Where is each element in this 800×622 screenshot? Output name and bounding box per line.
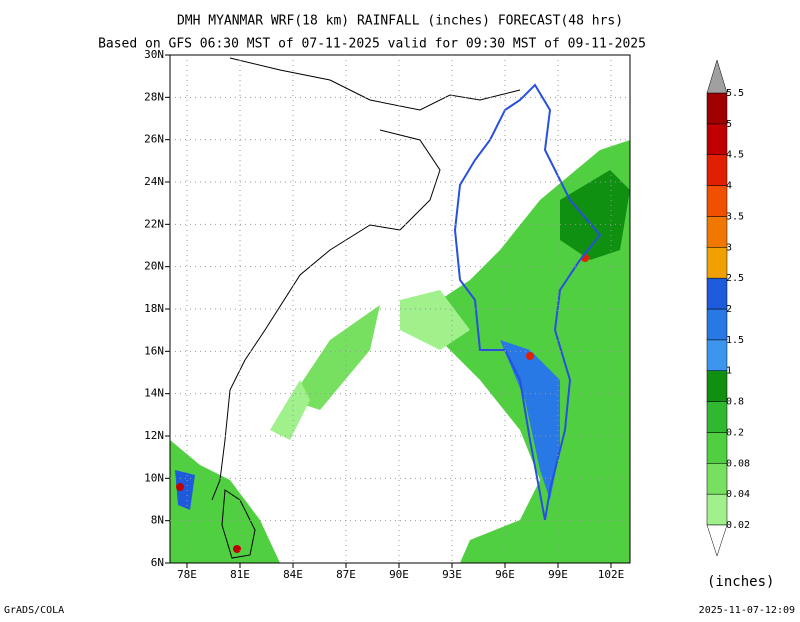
rain-peak: [233, 545, 241, 553]
rain-area: [560, 170, 630, 260]
colorbar-over: [706, 59, 728, 94]
colorbar-segment: [706, 493, 728, 526]
colorbar-label: 4.5: [726, 150, 744, 161]
lat-label: 20N: [144, 260, 164, 273]
lat-label: 24N: [144, 175, 164, 188]
lat-label: 18N: [144, 302, 164, 315]
colorbar-segment: [706, 123, 728, 155]
lon-label: 99E: [548, 568, 568, 581]
colorbar-label: 0.2: [726, 427, 744, 438]
rain-area: [290, 305, 380, 410]
colorbar-segment: [706, 401, 728, 433]
colorbar-label: 4: [726, 181, 732, 192]
rain-area: [500, 340, 560, 500]
rain-area: [270, 380, 310, 440]
rain-area: [170, 440, 280, 563]
colorbar-unit: (inches): [707, 574, 774, 590]
lat-label: 30N: [144, 48, 164, 61]
rain-peak: [176, 483, 184, 491]
coastline: [211, 224, 401, 501]
rain-area: [175, 470, 195, 510]
lon-label: 81E: [230, 568, 250, 581]
rain-peak: [526, 352, 534, 360]
colorbar-label: 0.02: [726, 520, 750, 531]
colorbar-segment: [706, 185, 728, 217]
colorbar-under: [706, 524, 728, 557]
colorbar-segment: [706, 216, 728, 248]
border: [229, 57, 521, 111]
lat-label: 8N: [151, 514, 164, 527]
lat-label: 6N: [151, 556, 164, 569]
colorbar-segment: [706, 432, 728, 464]
subtitle: Based on GFS 06:30 MST of 07-11-2025 val…: [98, 37, 646, 52]
lon-label: 87E: [336, 568, 356, 581]
colorbar-segment: [706, 277, 728, 310]
lat-label: 28N: [144, 90, 164, 103]
title: DMH MYANMAR WRF(18 km) RAINFALL (inches)…: [177, 14, 623, 29]
footer-left: GrADS/COLA: [4, 605, 64, 616]
lon-label: 78E: [177, 568, 197, 581]
myanmar-border: [453, 83, 602, 521]
lat-label: 12N: [144, 429, 164, 442]
lat-label: 26N: [144, 133, 164, 146]
colorbar-label: 1: [726, 366, 732, 377]
colorbar-label: 2.5: [726, 273, 744, 284]
lat-label: 10N: [144, 471, 164, 484]
lat-label: 22N: [144, 217, 164, 230]
colorbar-label: 5.5: [726, 88, 744, 99]
colorbar-label: 5: [726, 119, 732, 130]
colorbar-label: 2: [726, 304, 732, 315]
colorbar-segment: [706, 308, 728, 341]
colorbar-label: 1.5: [726, 335, 744, 346]
colorbar-segment: [706, 154, 728, 186]
footer-right: 2025-11-07-12:09: [699, 605, 795, 616]
lon-label: 90E: [389, 568, 409, 581]
colorbar-segment: [706, 463, 728, 495]
border: [379, 129, 441, 231]
colorbar-label: 3.5: [726, 211, 744, 222]
colorbar-label: 0.8: [726, 397, 744, 408]
colorbar-segment: [706, 247, 728, 279]
colorbar-label: 0.08: [726, 458, 750, 469]
colorbar-segment: [706, 339, 728, 371]
colorbar-label: 3: [726, 242, 732, 253]
lon-label: 96E: [495, 568, 515, 581]
lon-label: 102E: [598, 568, 625, 581]
colorbar-label: 0.04: [726, 489, 750, 500]
colorbar-segment: [706, 92, 728, 125]
lon-label: 93E: [442, 568, 462, 581]
lat-label: 16N: [144, 344, 164, 357]
lat-label: 14N: [144, 387, 164, 400]
lon-label: 84E: [283, 568, 303, 581]
colorbar-segment: [706, 370, 728, 402]
